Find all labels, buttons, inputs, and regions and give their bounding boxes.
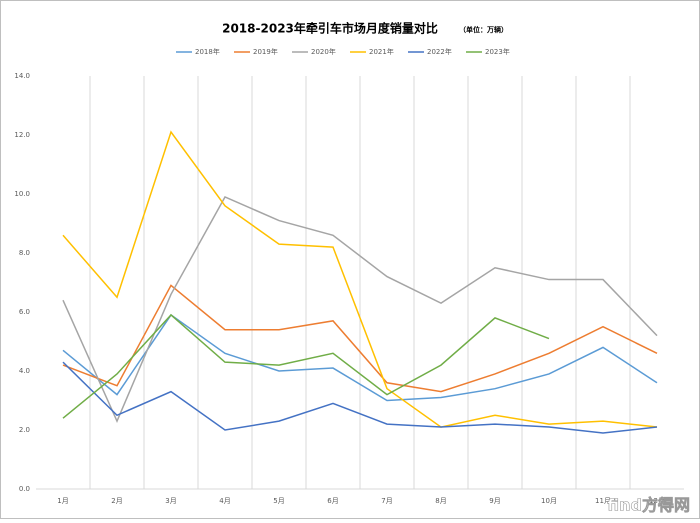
chart-title: 2018-2023年牵引车市场月度销量对比 [222, 21, 438, 36]
x-tick-label: 11月 [595, 497, 611, 505]
x-tick-label: 5月 [273, 497, 284, 505]
legend-label: 2018年 [195, 47, 220, 56]
x-tick-label: 10月 [541, 497, 557, 505]
x-tick-label: 8月 [435, 497, 446, 505]
legend-label: 2019年 [253, 47, 278, 56]
legend-label: 2020年 [311, 47, 336, 56]
y-tick-label: 4.0 [19, 367, 30, 375]
legend-label: 2021年 [369, 47, 394, 56]
x-tick-label: 1月 [57, 497, 68, 505]
y-tick-label: 12.0 [14, 131, 30, 139]
chart-subtitle: （单位：万辆） [459, 25, 508, 34]
legend-label: 2023年 [485, 47, 510, 56]
y-tick-label: 2.0 [19, 426, 30, 434]
x-tick-label: 3月 [165, 497, 176, 505]
watermark: find方得网 [607, 496, 690, 515]
line-series [62, 361, 658, 434]
legend-label: 2022年 [427, 47, 452, 56]
line-series [62, 195, 658, 424]
x-tick-label: 12月 [649, 497, 665, 505]
x-tick-label: 7月 [381, 497, 392, 505]
x-tick-label: 2月 [111, 497, 122, 505]
y-tick-label: 14.0 [14, 72, 30, 80]
y-tick-label: 10.0 [14, 190, 30, 198]
y-tick-label: 6.0 [19, 308, 30, 316]
line-series [62, 313, 658, 402]
y-tick-label: 0.0 [19, 485, 30, 493]
y-tick-label: 8.0 [19, 249, 30, 257]
line-series [62, 130, 658, 428]
x-tick-label: 4月 [219, 497, 230, 505]
x-tick-label: 9月 [489, 497, 500, 505]
x-tick-label: 6月 [327, 497, 338, 505]
line-series [62, 284, 658, 393]
line-series [62, 313, 550, 419]
